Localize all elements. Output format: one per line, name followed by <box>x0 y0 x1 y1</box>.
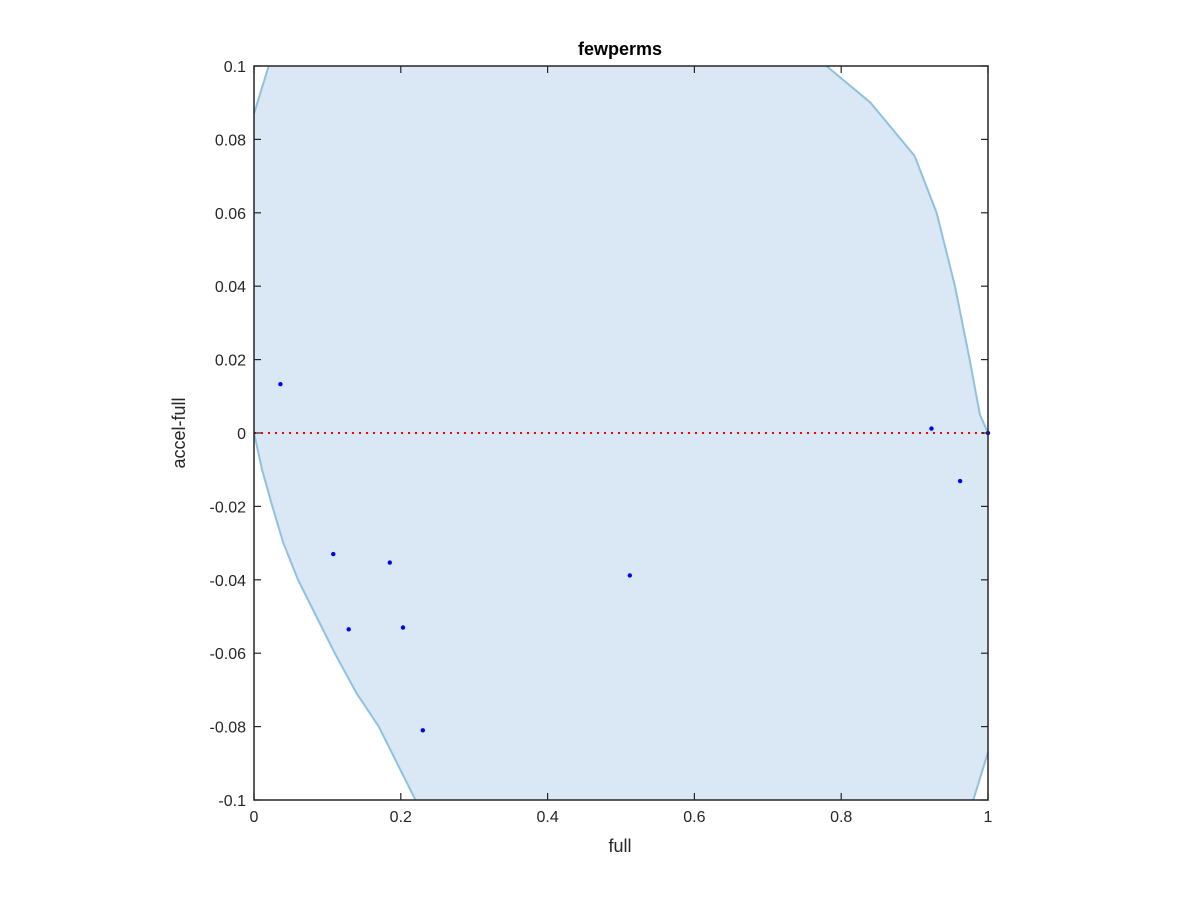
region-left-boundary <box>253 65 270 115</box>
y-tick-label: 0 <box>237 426 246 443</box>
region-layer <box>253 65 989 801</box>
ticks-layer: 0 0.2 0.4 0.6 0.8 1 -0.1 -0.08 -0.06 -0.04 -0.02 0 0… <box>210 59 993 826</box>
data-point-5 <box>400 625 406 630</box>
x-tick-label: 0.2 <box>390 809 412 826</box>
y-tick-label: -0.04 <box>210 573 247 590</box>
x-tick-label: 0.4 <box>536 809 558 826</box>
y-tick-label: 0.04 <box>215 279 246 296</box>
data-point-2 <box>331 551 336 557</box>
region-upper-boundary <box>825 65 989 434</box>
y-tick-label: -0.06 <box>210 646 247 663</box>
data-point-3 <box>346 627 351 632</box>
y-tick-label: 0.02 <box>215 353 246 370</box>
data-point-6 <box>420 728 426 733</box>
y-tick-label: -0.1 <box>218 793 246 810</box>
x-tick-label: 0.6 <box>683 809 705 826</box>
data-point-8 <box>929 426 934 431</box>
y-axis-label: accel-full <box>169 397 189 468</box>
y-tick-label: 0.08 <box>215 132 246 149</box>
region-bottom-right-boundary <box>972 751 989 801</box>
data-point-9 <box>957 478 963 484</box>
x-tick-label: 0.8 <box>830 809 852 826</box>
confidence-region <box>254 66 988 800</box>
region-lower-boundary <box>253 432 417 801</box>
y-tick-label: -0.02 <box>210 499 247 516</box>
data-point-1 <box>278 381 283 387</box>
data-point-4 <box>387 560 392 565</box>
chart-title: fewperms <box>578 39 662 59</box>
x-axis-label: full <box>608 836 631 856</box>
x-tick-label: 1 <box>984 809 993 826</box>
data-point-7 <box>627 573 633 578</box>
y-tick-label: 0.06 <box>215 206 246 223</box>
x-tick-label: 0 <box>250 809 259 826</box>
y-tick-label: -0.08 <box>210 720 247 737</box>
y-tick-label: 0.1 <box>224 59 246 76</box>
points-layer <box>278 381 991 733</box>
